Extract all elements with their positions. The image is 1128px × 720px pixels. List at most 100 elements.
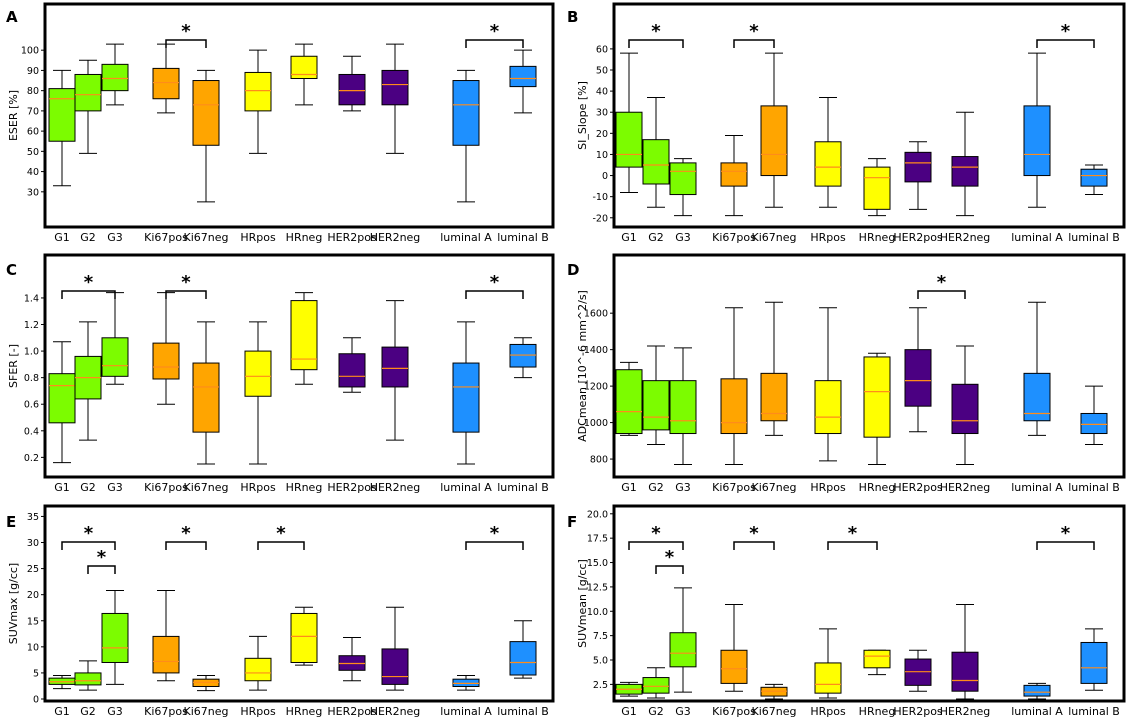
x-tick-label: G1 xyxy=(621,231,637,244)
y-tick-label: 40 xyxy=(27,167,39,178)
bracket-line xyxy=(165,541,207,550)
y-tick-label: 0.8 xyxy=(24,373,39,384)
significance-bracket: * xyxy=(257,523,305,550)
x-tick-label: G1 xyxy=(54,231,70,244)
box-hrpos xyxy=(244,635,272,691)
y-tick-label: 30 xyxy=(27,187,39,198)
y-tick-label: 0.4 xyxy=(24,426,39,437)
box-iqr xyxy=(152,67,180,100)
box-iqr xyxy=(720,378,748,435)
x-tick-label: luminal A xyxy=(440,481,492,494)
x-tick-label: luminal A xyxy=(440,231,492,244)
box-her2pos xyxy=(904,649,932,692)
box-her2neg xyxy=(951,345,979,466)
significance-star: * xyxy=(84,523,94,544)
box-iqr xyxy=(1080,641,1108,684)
x-tick-label: luminal A xyxy=(1011,231,1063,244)
box-hrpos xyxy=(244,49,272,154)
y-tick-label: 0.6 xyxy=(24,400,39,411)
box-hrneg xyxy=(290,606,318,666)
significance-bracket: * xyxy=(465,523,524,550)
x-tick-label: Ki67pos xyxy=(712,705,756,718)
y-tick-label: 10 xyxy=(596,150,608,161)
y-tick-label: 35 xyxy=(27,512,39,523)
panel-label: C xyxy=(6,261,17,279)
box-g1 xyxy=(48,675,76,690)
box-luminal-b xyxy=(509,337,537,379)
box-iqr xyxy=(290,612,318,663)
panel-frame xyxy=(612,2,1126,229)
bracket-line xyxy=(61,290,116,299)
x-tick-label: HRpos xyxy=(240,481,276,494)
box-her2neg xyxy=(951,111,979,217)
x-tick-label: HER2pos xyxy=(893,705,943,718)
x-tick-label: HER2pos xyxy=(893,481,943,494)
box-luminal-b xyxy=(1080,164,1108,196)
y-tick-label: 70 xyxy=(27,106,39,117)
x-tick-label: Ki67pos xyxy=(144,705,188,718)
significance-star: * xyxy=(276,523,286,544)
x-tick-label: HER2neg xyxy=(370,705,421,718)
y-tick-label: 12.5 xyxy=(587,582,608,593)
box-luminal-a xyxy=(1023,52,1051,208)
bracket-line xyxy=(827,541,878,550)
x-tick-label: luminal A xyxy=(1011,705,1063,718)
x-tick-label: Ki67neg xyxy=(184,705,229,718)
panel-frame xyxy=(612,253,1126,479)
box-iqr xyxy=(152,635,180,674)
x-tick-label: HRneg xyxy=(859,231,896,244)
box-iqr xyxy=(1080,168,1108,187)
box-iqr xyxy=(74,73,102,112)
panel-frame xyxy=(43,253,555,479)
box-her2pos xyxy=(338,55,366,112)
bracket-line xyxy=(465,290,524,299)
significance-star: * xyxy=(665,547,675,568)
box-iqr xyxy=(814,380,842,435)
significance-bracket: * xyxy=(465,272,524,299)
x-tick-label: HRpos xyxy=(240,231,276,244)
box-ki67neg xyxy=(192,321,220,465)
box-hrneg xyxy=(863,158,891,217)
x-tick-label: HER2pos xyxy=(327,481,377,494)
significance-bracket: * xyxy=(827,523,878,550)
bracket-line xyxy=(655,565,684,574)
box-iqr xyxy=(1023,684,1051,697)
significance-star: * xyxy=(181,272,191,293)
box-iqr xyxy=(452,362,480,433)
box-luminal-b xyxy=(1080,628,1108,691)
x-tick-label: Ki67pos xyxy=(144,231,188,244)
bracket-line xyxy=(628,541,684,550)
bracket-line xyxy=(87,565,116,574)
significance-bracket: * xyxy=(733,523,775,550)
box-her2pos xyxy=(338,337,366,393)
box-iqr xyxy=(904,151,932,183)
significance-bracket: * xyxy=(655,547,684,574)
significance-bracket: * xyxy=(165,272,207,299)
significance-bracket: * xyxy=(61,523,116,550)
panel-frame xyxy=(43,2,555,229)
y-tick-label: 5 xyxy=(33,668,39,679)
chart-panel-d: D ADCmean [10^-6 mm^2/s] 800 1000 1200 1400 16… xyxy=(567,253,1126,494)
y-tick-label: 30 xyxy=(27,538,39,549)
x-tick-label: HER2pos xyxy=(327,231,377,244)
x-tick-label: HRneg xyxy=(286,705,323,718)
x-tick-label: G2 xyxy=(80,481,96,494)
box-ki67pos xyxy=(720,603,748,692)
y-axis-label: ADCmean [10^-6 mm^2/s] xyxy=(576,290,589,442)
y-tick-label: 20 xyxy=(27,590,39,601)
box-iqr xyxy=(192,80,220,146)
y-tick-label: 0 xyxy=(602,171,608,182)
y-tick-label: 60 xyxy=(27,127,39,138)
bracket-line xyxy=(61,541,116,550)
y-tick-label: 40 xyxy=(596,87,608,98)
box-hrneg xyxy=(290,292,318,385)
x-tick-label: G3 xyxy=(107,705,123,718)
box-iqr xyxy=(74,672,102,686)
box-her2neg xyxy=(381,300,409,441)
chart-panel-b: B SI_Slope [%] -20 -10 0 10 20 30 40 50 60 G1 G2 G3 Ki… xyxy=(567,2,1126,244)
significance-bracket: * xyxy=(628,523,684,550)
x-tick-label: HRpos xyxy=(810,231,846,244)
chart-panel-e: E SUVmax [g/cc] 0 5 10 15 20 25 30 35 G1 G2 G3 Ki67po… xyxy=(6,504,555,718)
box-luminal-b xyxy=(509,620,537,679)
significance-star: * xyxy=(749,21,759,42)
